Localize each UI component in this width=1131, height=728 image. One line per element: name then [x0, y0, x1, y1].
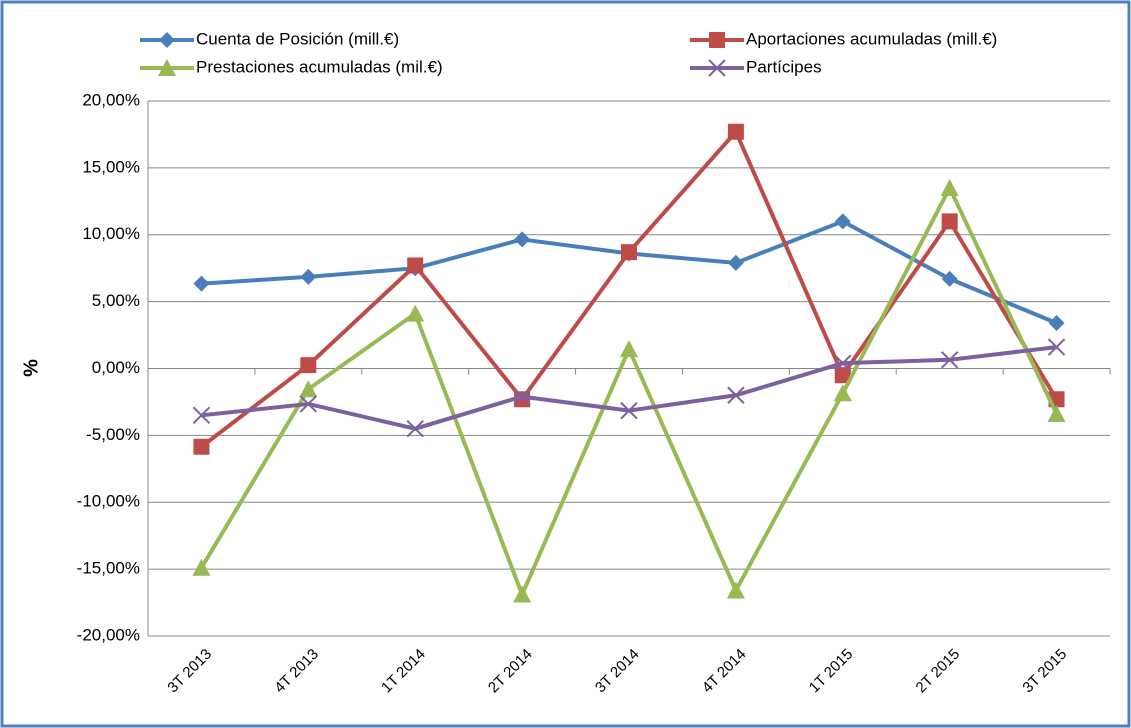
y-axis-label: % [20, 359, 42, 377]
marker [621, 244, 637, 261]
y-tick-label: -15,00% [77, 559, 140, 578]
marker [708, 59, 726, 77]
marker [620, 340, 638, 358]
marker [727, 123, 744, 140]
y-tick-label: -5,00% [86, 425, 140, 444]
marker [514, 231, 531, 248]
marker [940, 351, 959, 369]
y-tick-label: -20,00% [77, 625, 140, 644]
marker [513, 585, 532, 603]
marker [1047, 404, 1066, 422]
marker [709, 32, 725, 48]
marker [620, 401, 638, 420]
marker [833, 384, 852, 402]
marker [834, 354, 852, 372]
marker [727, 386, 745, 404]
marker [726, 581, 745, 599]
y-tick-label: -10,00% [77, 492, 140, 511]
marker [406, 419, 424, 438]
marker [193, 438, 210, 455]
legend-label: Cuenta de Posición (mill.€) [196, 29, 399, 48]
marker [1048, 315, 1065, 332]
marker [727, 254, 744, 271]
y-tick-label: 0,00% [92, 358, 140, 377]
marker [834, 367, 851, 384]
legend-label: Partícipes [746, 57, 822, 76]
marker [159, 32, 175, 48]
marker [300, 357, 317, 374]
y-tick-label: 15,00% [82, 157, 140, 176]
marker [192, 558, 211, 576]
marker [300, 268, 317, 285]
legend-label: Prestaciones acumuladas (mil.€) [196, 57, 443, 76]
marker [1047, 338, 1066, 356]
y-tick-label: 20,00% [82, 90, 140, 109]
y-tick-label: 10,00% [82, 224, 140, 243]
marker [940, 178, 959, 196]
y-tick-label: 5,00% [92, 291, 140, 310]
marker [941, 213, 958, 230]
marker [192, 406, 211, 425]
marker [158, 59, 176, 76]
marker [941, 270, 958, 287]
marker [299, 395, 318, 413]
marker [299, 380, 318, 398]
marker [407, 257, 424, 274]
marker [406, 304, 425, 322]
marker [193, 275, 210, 292]
marker [513, 387, 531, 406]
marker [834, 213, 851, 230]
legend-label: Aportaciones acumuladas (mill.€) [746, 29, 997, 48]
